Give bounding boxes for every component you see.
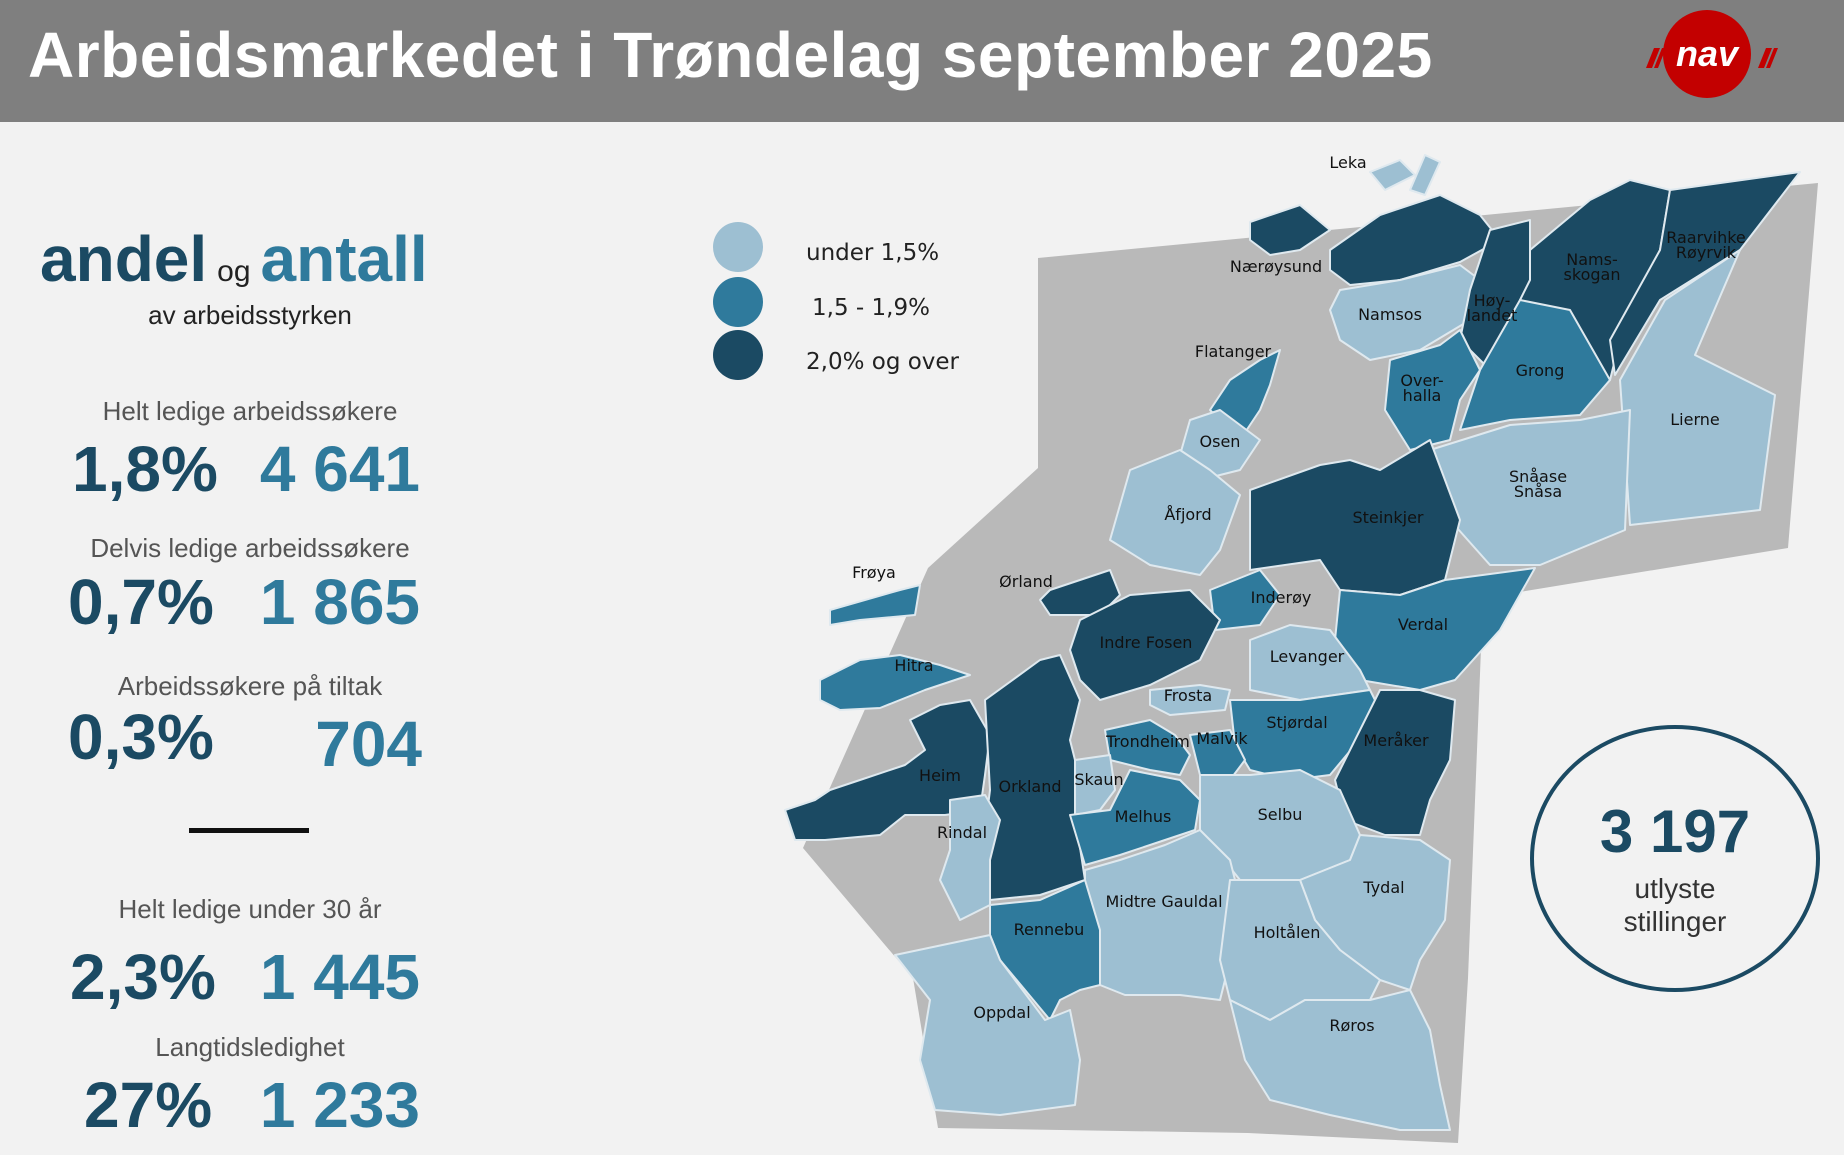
heading-andel: andel [40,223,208,295]
stat-count-langtid: 1 233 [259,1069,420,1141]
map-label-verdal: Verdal [1398,615,1448,634]
map-label-nams-: Nams-skogan [1564,250,1621,284]
map-label-meråker: Meråker [1363,731,1429,750]
heading-og: og [217,255,251,288]
region-hitra [819,654,971,711]
legend-swatch-dark [713,330,763,380]
page-title: Arbeidsmarkedet i Trøndelag september 20… [28,19,1433,91]
region-lierne [1619,249,1776,526]
region-royrvik [1609,171,1801,376]
region-snasa [1429,409,1631,566]
map-label-midtre-gauldal: Midtre Gauldal [1105,892,1222,911]
region-steinkjer [1249,439,1461,596]
map-label-leka: Leka [1329,153,1366,172]
stat-label-under-30: Helt ledige under 30 år [118,894,382,924]
stat-pct-langtid: 27% [84,1069,213,1141]
region-namsos [1329,264,1481,361]
header-bar: Arbeidsmarkedet i Trøndelag september 20… [0,0,1844,122]
map-label-røros: Røros [1329,1016,1374,1035]
region-malvik [1189,729,1246,781]
map-label-hitra: Hitra [894,656,933,675]
map-label-malvik: Malvik [1196,729,1248,748]
region-leka [1369,154,1441,196]
map-label-åfjord: Åfjord [1164,505,1211,524]
stats-heading: andel og antall [40,222,460,296]
map-label-selbu: Selbu [1258,805,1303,824]
stat-pct-tiltak: 0,3% [68,701,214,773]
section-divider [189,828,309,833]
region-frosta [1149,684,1231,716]
map-label-inderøy: Inderøy [1251,588,1312,607]
map-label-levanger: Levanger [1270,647,1345,666]
stat-pct-under-30: 2,3% [70,941,216,1013]
map-label-osen: Osen [1200,432,1241,451]
legend-swatch-medium [713,277,763,327]
stat-label-tiltak: Arbeidssøkere på tiltak [117,671,383,701]
map-label-snåase: Snåase Snåsa [1509,467,1567,501]
map-label-oppdal: Oppdal [973,1003,1030,1022]
map-label-melhus: Melhus [1115,807,1172,826]
region-levanger [1249,624,1371,701]
map-label-lierne: Lierne [1670,410,1719,429]
region-holtalen [1219,879,1381,1021]
stat-count-tiltak: 704 [315,708,422,780]
stat-label-langtid: Langtidsledighet [155,1032,345,1062]
region-overhalla [1384,329,1481,451]
map-label-rindal: Rindal [937,823,987,842]
map-label-raarvihke: Raarvihke Røyrvik [1666,228,1746,262]
nav-logo: nav [1646,10,1778,98]
region-afjord [1109,449,1241,576]
stat-label-delvis-ledige: Delvis ledige arbeidssøkere [90,533,410,563]
map-label-høy-: Høy-landet [1467,291,1518,325]
map-label-skaun: Skaun [1074,770,1123,789]
vacancies-label-line2: stillinger [1623,906,1727,937]
region-indre-fosen [1069,589,1221,701]
map-label-frøya: Frøya [852,563,896,582]
map-label-tydal: Tydal [1362,878,1404,897]
region-roros [1229,989,1451,1131]
map-label-over-: Over-halla [1400,371,1443,405]
region-skaun [1074,754,1116,816]
region-froya [829,584,921,626]
vacancies-label-line1: utlyste [1634,873,1716,904]
map-label-holtålen: Holtålen [1254,923,1321,942]
heading-antall: antall [260,223,428,295]
map-label-orkland: Orkland [999,777,1062,796]
map-label-trondheim: Trondheim [1105,732,1190,751]
map-label-flatanger: Flatanger [1195,342,1272,361]
vacancies-badge: 3 197 utlyste stillinger [1530,725,1820,992]
map-label-rennebu: Rennebu [1014,920,1085,939]
vacancies-label: utlyste stillinger [1534,872,1816,938]
map-label-indre-fosen: Indre Fosen [1100,633,1193,652]
stat-count-helt-ledige: 4 641 [259,433,420,505]
region-heim [784,699,991,841]
legend-swatch-light [713,222,763,272]
region-naeroysund [1249,194,1501,286]
map-label-heim: Heim [919,766,961,785]
region-grong [1459,299,1611,431]
region-oppdal [894,934,1081,1116]
map-label-grong: Grong [1516,361,1565,380]
stat-count-delvis-ledige: 1 865 [259,566,420,638]
region-trondheim [1104,719,1191,776]
map-label-frosta: Frosta [1164,686,1212,705]
map-label-steinkjer: Steinkjer [1353,508,1424,527]
map-label-stjørdal: Stjørdal [1266,713,1327,732]
nav-logo-text: nav [1676,33,1740,74]
legend-label-medium: 1,5 - 1,9% [812,295,930,321]
map-label-ørland: Ørland [999,572,1053,591]
stat-label-helt-ledige: Helt ledige arbeidssøkere [102,396,398,426]
stat-pct-helt-ledige: 1,8% [72,433,218,505]
map-label-nærøysund: Nærøysund [1230,257,1322,276]
stat-count-under-30: 1 445 [259,941,420,1013]
legend-label-dark: 2,0% og over [806,349,960,375]
vacancies-count: 3 197 [1599,798,1751,865]
stat-pct-delvis-ledige: 0,7% [68,566,214,638]
map-label-namsos: Namsos [1358,305,1422,324]
stats-subheading: av arbeidsstyrken [148,300,352,330]
legend-label-light: under 1,5% [806,240,940,266]
